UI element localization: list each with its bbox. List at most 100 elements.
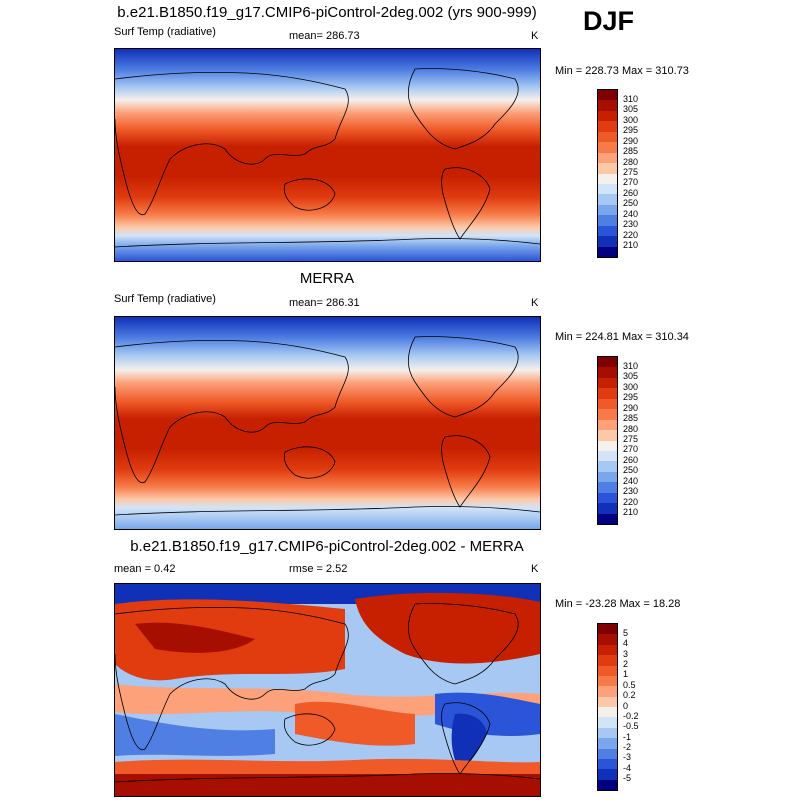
colorbar-tick-label: 1	[623, 669, 629, 680]
colorbar-swatch	[598, 142, 617, 153]
colorbar-tick-label: 220	[623, 229, 639, 240]
colorbar-swatch	[598, 398, 617, 410]
colorbar-tick-label: 4	[623, 638, 629, 649]
colorbar-tick-label: 230	[623, 486, 639, 497]
colorbar-swatch	[598, 194, 617, 205]
colorbar-tick-label: 270	[623, 444, 639, 455]
colorbar-tick-label: 260	[623, 187, 639, 198]
panel1-colorbar	[597, 89, 618, 258]
colorbar-tick-label: 305	[623, 104, 639, 115]
colorbar-swatch	[598, 357, 617, 368]
colorbar-tick-label: 310	[623, 360, 639, 371]
panel1-minmax-label: Min = 228.73 Max = 310.73	[555, 65, 689, 77]
colorbar-swatch	[598, 471, 617, 483]
colorbar-swatch	[598, 152, 617, 164]
colorbar-swatch	[598, 758, 617, 770]
colorbar-tick-label: 230	[623, 219, 639, 230]
colorbar-swatch	[598, 675, 617, 687]
colorbar-swatch	[598, 163, 617, 174]
colorbar-swatch	[598, 696, 617, 707]
colorbar-tick-label: 295	[623, 392, 639, 403]
colorbar-swatch	[598, 665, 617, 676]
colorbar-tick-label: 2	[623, 659, 629, 669]
colorbar-tick-label: 0	[623, 700, 629, 711]
colorbar-swatch	[598, 173, 617, 184]
panel2-colorbar	[597, 356, 618, 525]
colorbar-swatch	[598, 748, 617, 759]
panel3-rmse-label: rmse = 2.52	[289, 563, 348, 575]
colorbar-tick-label: 285	[623, 146, 639, 157]
panel2-title: MERRA	[299, 270, 355, 287]
colorbar-tick-label: 280	[623, 423, 639, 434]
colorbar-tick-label: 275	[623, 434, 639, 444]
colorbar-swatch	[598, 717, 617, 728]
colorbar-swatch	[598, 686, 617, 697]
colorbar-tick-label: -3	[623, 752, 632, 763]
colorbar-swatch	[598, 513, 617, 524]
colorbar-tick-label: 300	[623, 114, 639, 125]
colorbar-tick-label: 210	[623, 507, 639, 518]
colorbar-tick-label: 290	[623, 135, 639, 146]
colorbar-tick-label: 240	[623, 208, 639, 219]
colorbar-swatch	[598, 769, 617, 780]
panel2-map	[114, 316, 541, 530]
panel1-map	[114, 48, 541, 262]
colorbar-swatch	[598, 409, 617, 420]
colorbar-tick-label: 270	[623, 177, 639, 188]
colorbar-tick-label: 210	[623, 240, 639, 251]
panel3-colorbar	[597, 623, 618, 791]
colorbar-tick-label: 250	[623, 198, 639, 209]
colorbar-swatch	[598, 225, 617, 237]
colorbar-tick-label: 3	[623, 648, 629, 659]
colorbar-swatch	[598, 624, 617, 635]
colorbar-swatch	[598, 236, 617, 247]
panel1-variable-label: Surf Temp (radiative)	[114, 26, 216, 38]
colorbar-tick-label: 300	[623, 381, 639, 392]
colorbar-tick-label: 295	[623, 125, 639, 136]
colorbar-swatch	[598, 131, 617, 143]
colorbar-tick-label: 305	[623, 371, 639, 382]
colorbar-tick-label: 275	[623, 167, 639, 177]
colorbar-swatch	[598, 727, 617, 739]
panel1-units-label: K	[531, 30, 539, 42]
colorbar-swatch	[598, 482, 617, 493]
colorbar-swatch	[598, 367, 617, 378]
panel3-mean-label: mean = 0.42	[114, 563, 176, 575]
colorbar-tick-label: 260	[623, 454, 639, 465]
colorbar-swatch	[598, 655, 617, 666]
colorbar-tick-label: 0.2	[623, 690, 636, 701]
colorbar-swatch	[598, 707, 617, 718]
colorbar-swatch	[598, 204, 617, 216]
colorbar-swatch	[598, 503, 617, 514]
colorbar-swatch	[598, 388, 617, 399]
colorbar-tick-label: -4	[623, 762, 632, 773]
colorbar-swatch	[598, 246, 617, 257]
panel3-map	[114, 583, 541, 797]
colorbar-tick-label: 0.5	[623, 679, 636, 690]
colorbar-swatch	[598, 450, 617, 462]
panel3-units-label: K	[531, 563, 539, 575]
colorbar-tick-label: 310	[623, 93, 639, 104]
colorbar-swatch	[598, 110, 617, 122]
panel2-units-label: K	[531, 297, 539, 309]
colorbar-swatch	[598, 492, 617, 504]
colorbar-swatch	[598, 215, 617, 226]
season-label: DJF	[583, 6, 635, 36]
colorbar-swatch	[598, 461, 617, 472]
colorbar-swatch	[598, 644, 617, 656]
colorbar-tick-label: -0.5	[623, 721, 639, 732]
colorbar-swatch	[598, 419, 617, 431]
colorbar-tick-label: 5	[623, 627, 629, 638]
colorbar-swatch	[598, 377, 617, 389]
panel3-minmax-label: Min = -23.28 Max = 18.28	[555, 598, 681, 610]
colorbar-tick-label: 220	[623, 496, 639, 507]
colorbar-tick-label: -2	[623, 742, 632, 752]
colorbar-tick-label: 285	[623, 413, 639, 424]
colorbar-swatch	[598, 634, 617, 645]
colorbar-tick-label: 240	[623, 475, 639, 486]
colorbar-tick-label: 280	[623, 156, 639, 167]
colorbar-tick-label: -1	[623, 731, 632, 742]
colorbar-tick-label: -0.2	[623, 710, 639, 721]
colorbar-swatch	[598, 100, 617, 111]
colorbar-tick-label: -5	[623, 773, 632, 784]
